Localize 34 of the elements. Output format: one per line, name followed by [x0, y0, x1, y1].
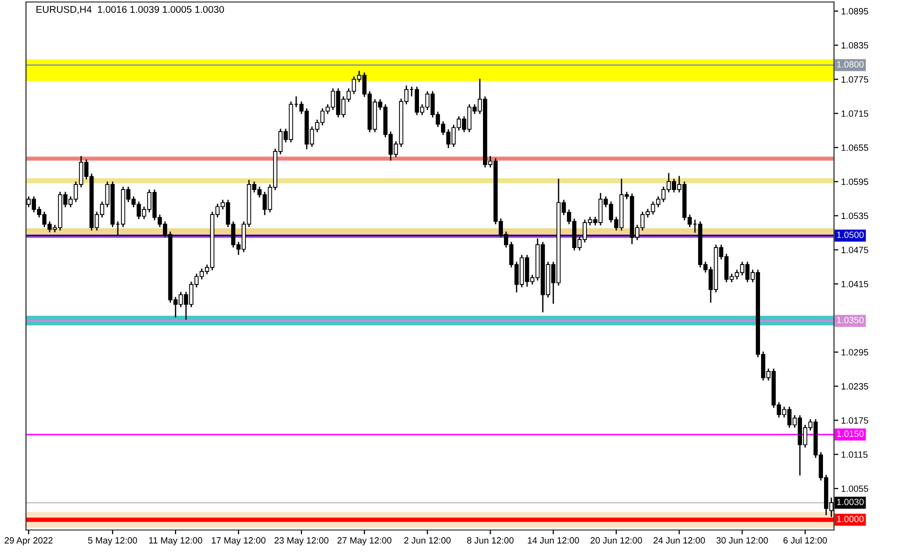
x-tick-label: 14 Jun 12:00 — [528, 537, 580, 544]
ref-line-label: 1.0000 — [837, 516, 864, 522]
y-tick-label: 1.0895 — [842, 8, 868, 14]
y-tick-label: 1.0295 — [842, 349, 868, 356]
ref-line-label: 1.0030 — [837, 498, 864, 506]
y-tick-label: 1.0115 — [842, 451, 868, 458]
x-tick-label: 11 May 12:00 — [149, 537, 202, 546]
y-tick-label: 1.0655 — [842, 144, 868, 151]
x-tick-label: 20 Jun 12:00 — [590, 537, 642, 544]
y-tick-label: 1.0715 — [842, 110, 868, 117]
y-tick-label: 1.0835 — [842, 42, 868, 49]
ref-line-label: 1.0150 — [837, 430, 864, 437]
x-tick-label: 6 Jul 12:00 — [784, 536, 827, 544]
x-tick-label: 2 Jun 12:00 — [404, 537, 451, 544]
x-tick-label: 24 Jun 12:00 — [654, 537, 705, 544]
y-tick-label: 1.0775 — [842, 76, 868, 83]
x-tick-label: 30 Jun 12:00 — [716, 537, 768, 544]
x-tick-label: 17 May 12:00 — [212, 537, 266, 546]
chart-title: EURUSD,H4 1.0016 1.0039 1.0005 1.0030 — [36, 6, 224, 14]
x-tick-label: 27 May 12:00 — [338, 537, 392, 546]
ref-line-label: 1.0800 — [837, 61, 864, 68]
x-tick-label: 23 May 12:00 — [274, 537, 328, 546]
x-tick-label: 5 May 12:00 — [88, 537, 138, 546]
y-tick-label: 1.0595 — [842, 178, 868, 185]
y-tick-label: 1.0235 — [842, 383, 868, 390]
x-tick-label: 29 Apr 2022 — [4, 537, 53, 546]
y-tick-label: 1.0535 — [842, 212, 868, 220]
y-tick-label: 1.0175 — [842, 417, 868, 424]
ref-line-label: 1.0350 — [837, 316, 864, 324]
y-tick-label: 1.0475 — [842, 246, 868, 254]
x-tick-label: 8 Jun 12:00 — [467, 537, 514, 544]
y-tick-label: 1.0055 — [842, 485, 868, 492]
ref-line-label: 1.0500 — [837, 232, 864, 238]
y-tick-label: 1.0415 — [842, 280, 868, 288]
